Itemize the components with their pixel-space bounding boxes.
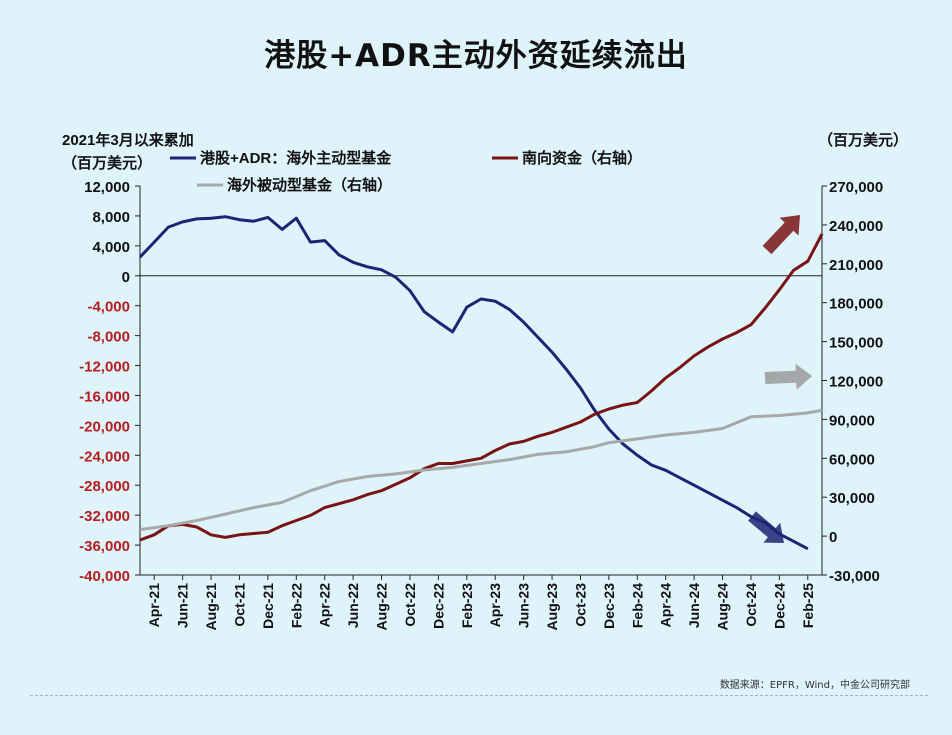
left-tick-label: 4,000	[92, 239, 130, 256]
left-tick-label: -36,000	[79, 538, 130, 555]
right-tick-label: 60,000	[829, 451, 875, 468]
right-tick-label: 180,000	[829, 296, 883, 313]
x-tick-label: Aug-21	[203, 583, 219, 631]
trend-arrow-right-icon	[764, 363, 812, 390]
left-tick-label: -12,000	[79, 359, 130, 376]
x-tick-label: Apr-21	[146, 583, 162, 628]
x-tick-label: Oct-24	[743, 583, 759, 627]
chart-series	[138, 215, 824, 551]
x-tick-label: Jun-21	[175, 583, 191, 628]
x-tick-label: Apr-23	[487, 583, 503, 628]
page-title: 港股+ADR主动外资延续流出	[264, 38, 688, 74]
right-tick-label: 210,000	[829, 257, 883, 274]
legend-label: 海外被动型基金（右轴）	[227, 176, 392, 194]
chart-axes	[135, 185, 827, 580]
right-tick-label: 120,000	[829, 374, 883, 391]
left-tick-label: -40,000	[79, 568, 130, 585]
legend-label: 港股+ADR：海外主动型基金	[200, 149, 392, 167]
x-tick-label: Oct-22	[402, 583, 418, 627]
x-tick-label: Aug-22	[374, 583, 390, 631]
series-line-1	[138, 215, 809, 551]
x-tick-label: Aug-24	[715, 583, 731, 631]
right-tick-label: 150,000	[829, 335, 883, 352]
left-axis-header: 2021年3月以来累加	[62, 131, 194, 149]
divider	[30, 695, 928, 696]
left-tick-label: -28,000	[79, 478, 130, 495]
trend-arrow-up-icon	[762, 215, 800, 255]
right-tick-label: -30,000	[829, 568, 880, 585]
x-tick-label: Feb-24	[629, 583, 645, 628]
right-tick-label: 0	[829, 529, 837, 546]
x-tick-label: Feb-25	[800, 583, 816, 628]
left-tick-label: -8,000	[87, 329, 130, 346]
trend-arrow-down-icon	[748, 511, 784, 543]
right-axis-unit: （百万美元）	[818, 131, 908, 149]
left-tick-label: -16,000	[79, 388, 130, 405]
left-tick-label: -20,000	[79, 418, 130, 435]
x-tick-label: Jun-24	[686, 583, 702, 628]
left-axis-unit: （百万美元）	[62, 154, 152, 172]
x-tick-label: Jun-22	[345, 583, 361, 628]
x-tick-label: Dec-21	[260, 583, 276, 629]
left-tick-label: 12,000	[84, 179, 130, 196]
x-tick-label: Jun-23	[516, 583, 532, 628]
x-tick-label: Dec-23	[601, 583, 617, 629]
x-tick-label: Feb-22	[288, 583, 304, 628]
right-tick-label: 90,000	[829, 412, 875, 429]
left-tick-label: -32,000	[79, 508, 130, 525]
left-tick-label: -4,000	[87, 299, 130, 316]
left-tick-label: 0	[122, 269, 130, 286]
chart-labels: 12,000 8,000 4,000 0 -4,000 -8,000 -12,000 -16,…	[62, 131, 908, 630]
x-tick-label: Dec-24	[771, 583, 787, 629]
series-line-2	[139, 233, 824, 542]
x-tick-label: Apr-24	[658, 583, 674, 628]
x-tick-label: Dec-22	[430, 583, 446, 629]
source-note: 数据来源：EPFR，Wind，中金公司研究部	[719, 680, 910, 691]
x-tick-label: Oct-21	[231, 583, 247, 627]
legend-label: 南向资金（右轴）	[522, 149, 642, 167]
x-tick-label: Oct-23	[572, 583, 588, 627]
right-tick-label: 30,000	[829, 490, 875, 507]
left-tick-label: 8,000	[92, 209, 130, 226]
right-tick-label: 270,000	[829, 179, 883, 196]
x-tick-label: Aug-23	[544, 583, 560, 631]
left-tick-label: -24,000	[79, 448, 130, 465]
right-tick-label: 240,000	[829, 218, 883, 235]
x-tick-label: Feb-23	[459, 583, 475, 628]
x-tick-label: Apr-22	[317, 583, 333, 628]
series-line-3	[139, 408, 823, 532]
